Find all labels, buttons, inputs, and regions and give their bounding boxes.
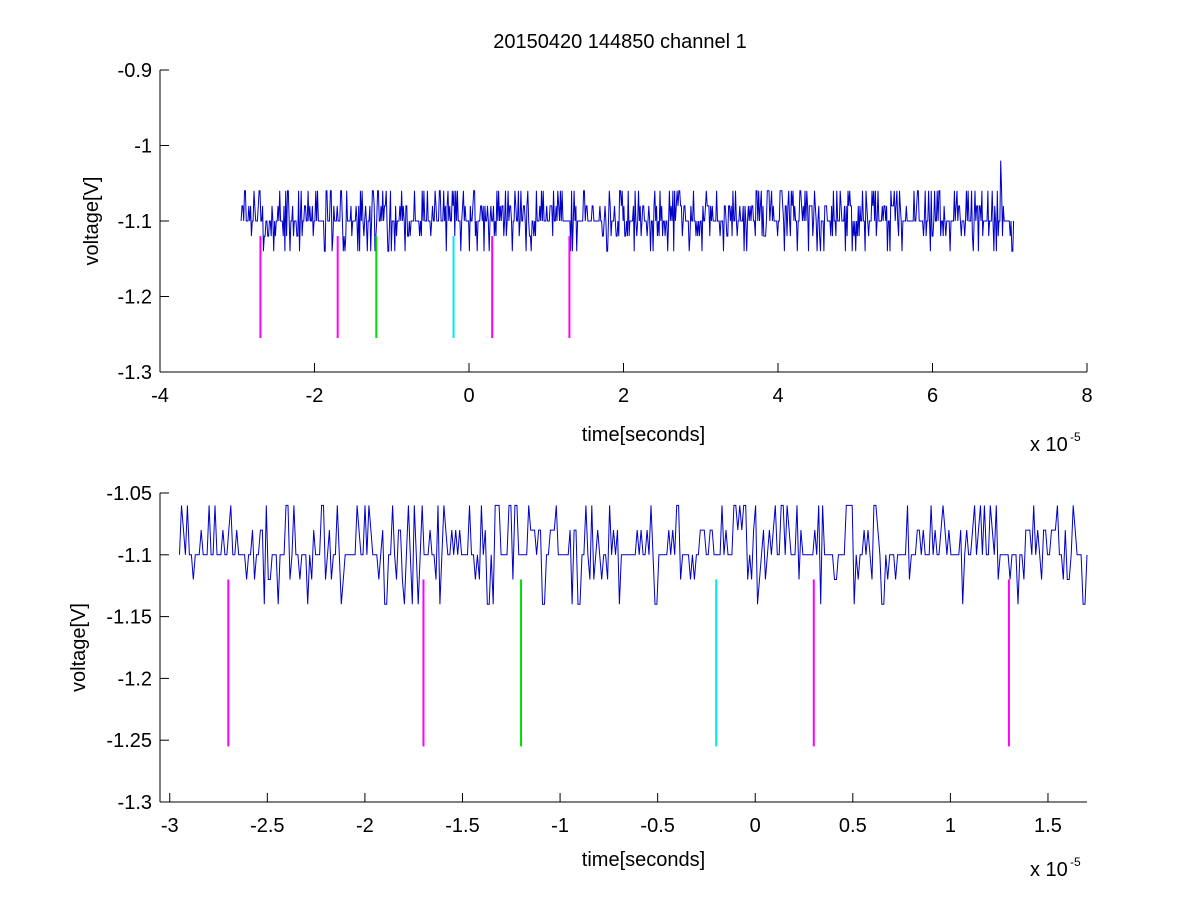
x-exponent-power: -5 <box>1070 430 1081 444</box>
y-tick-label: -1.1 <box>118 545 152 567</box>
y-tick-label: -1.05 <box>106 483 152 505</box>
voltage-trace <box>179 504 1088 605</box>
x-tick-label: 0 <box>750 815 761 837</box>
x-tick-label: -0.5 <box>640 815 674 837</box>
bottom-subplot: -3 -2.5 -2 -1.5 -1 -0.5 0 0.5 1 1.5 -1.3 -1.25 -1.2 -… <box>68 483 1088 881</box>
x-tick-label: -3 <box>161 815 179 837</box>
y-axis-label: voltage[V] <box>68 603 90 692</box>
y-tick-label: -1.25 <box>106 730 152 752</box>
x-tick-label: -2 <box>306 385 324 407</box>
x-tick-label: 0 <box>463 385 474 407</box>
x-exponent-label: x 10 <box>1030 859 1068 881</box>
x-axis-label: time[seconds] <box>582 424 705 446</box>
x-exponent-label: x 10 <box>1030 434 1068 456</box>
x-tick-label: 8 <box>1081 385 1092 407</box>
x-tick-label: -1.5 <box>445 815 479 837</box>
y-tick-label: -1.15 <box>106 607 152 629</box>
y-tick-label: -1.3 <box>118 792 152 814</box>
y-tick-label: -1.2 <box>118 668 152 690</box>
x-tick-label: 4 <box>772 385 783 407</box>
x-exponent-power: -5 <box>1070 855 1081 869</box>
x-tick-label: -2 <box>356 815 374 837</box>
y-tick-label: -1.1 <box>118 211 152 233</box>
y-tick-label: -0.9 <box>118 60 152 82</box>
y-tick-label: -1.3 <box>118 362 152 384</box>
y-tick-label: -1.2 <box>118 287 152 309</box>
x-tick-label: -1 <box>551 815 569 837</box>
x-axis-label: time[seconds] <box>582 849 705 871</box>
x-tick-label: -4 <box>151 385 169 407</box>
figure-title: 20150420 144850 channel 1 <box>493 31 747 53</box>
x-tick-label: 0.5 <box>839 815 867 837</box>
x-tick-label: 2 <box>618 385 629 407</box>
x-tick-label: -2.5 <box>250 815 284 837</box>
top-subplot: -4 -2 0 2 4 6 8 -1.3 -1.2 -1.1 -1 -0.9 time[seconds]… <box>81 60 1093 456</box>
x-tick-label: 1.5 <box>1034 815 1062 837</box>
voltage-trace <box>240 160 1015 252</box>
x-tick-label: 1 <box>945 815 956 837</box>
y-tick-label: -1 <box>134 136 152 158</box>
y-axis-label: voltage[V] <box>81 177 103 266</box>
x-tick-label: 6 <box>927 385 938 407</box>
